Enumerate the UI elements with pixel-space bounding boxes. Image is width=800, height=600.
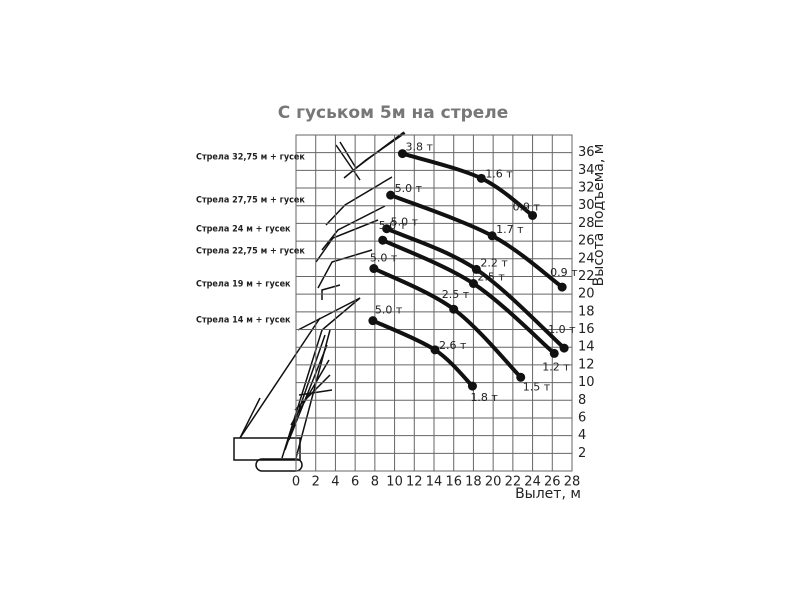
- series-name: Стрела 27,75 м + гусек: [196, 196, 305, 206]
- y-tick-label: 8: [578, 393, 586, 408]
- y-axis-label: Высота подъема, м: [591, 144, 607, 287]
- x-tick-label: 22: [505, 475, 522, 490]
- load-label: 1.0 т: [548, 323, 576, 336]
- x-axis-label: Вылет, м: [515, 486, 581, 502]
- point: [557, 282, 567, 292]
- x-tick-label: 10: [386, 475, 403, 490]
- point: [487, 231, 497, 241]
- series-name: Стрела 22,75 м + гусек: [196, 247, 305, 257]
- point: [386, 190, 396, 200]
- x-tick-label: 16: [445, 475, 462, 490]
- y-tick-label: 12: [578, 357, 595, 372]
- x-tick-label: 26: [544, 475, 561, 490]
- load-label: 2.5 т: [442, 288, 470, 301]
- x-tick-label: 28: [564, 475, 581, 490]
- y-tick-label: 36: [578, 145, 595, 160]
- y-tick-label: 10: [578, 375, 595, 390]
- y-tick-label: 32: [578, 181, 595, 196]
- y-tick-label: 26: [578, 234, 595, 249]
- point: [528, 210, 538, 220]
- point: [378, 235, 388, 245]
- load-label: 5.0 т: [370, 252, 398, 265]
- point: [369, 264, 379, 274]
- load-label: 5.0 т: [391, 216, 419, 229]
- point: [516, 372, 526, 382]
- point: [397, 149, 407, 159]
- y-tick-label: 2: [578, 446, 586, 461]
- point: [468, 279, 478, 289]
- series-name: Стрела 19 м + гусек: [196, 280, 291, 290]
- x-tick-label: 8: [371, 475, 379, 490]
- series-name: Стрела 32,75 м + гусек: [196, 153, 305, 163]
- x-tick-label: 24: [524, 475, 541, 490]
- load-label: 1.7 т: [496, 223, 524, 236]
- y-tick-label: 18: [578, 304, 595, 319]
- load-label: 2.2 т: [480, 256, 508, 269]
- point: [430, 345, 440, 355]
- point: [467, 381, 477, 391]
- y-tick-label: 14: [578, 340, 595, 355]
- x-tick-label: 18: [465, 475, 482, 490]
- x-tick-label: 2: [312, 475, 320, 490]
- x-tick-label: 0: [292, 475, 300, 490]
- point: [559, 343, 569, 353]
- load-label: 0.9 т: [550, 266, 578, 279]
- y-tick-label: 4: [578, 428, 586, 443]
- y-tick-label: 16: [578, 322, 595, 337]
- series-name: Стрела 14 м + гусек: [196, 316, 291, 326]
- load-label: 1.8 т: [470, 391, 498, 404]
- series-name: Стрела 24 м + гусек: [196, 225, 291, 235]
- load-label: 5.0 т: [395, 182, 423, 195]
- curve: [372, 318, 474, 388]
- load-label: 2.5 т: [477, 271, 505, 284]
- point: [368, 316, 378, 326]
- y-tick-label: 22: [578, 269, 595, 284]
- load-label: 3.8 т: [405, 141, 433, 154]
- x-tick-label: 4: [331, 475, 339, 490]
- x-tick-label: 12: [406, 475, 423, 490]
- x-tick-label: 20: [485, 475, 502, 490]
- y-tick-label: 20: [578, 287, 595, 302]
- y-tick-label: 24: [578, 251, 595, 266]
- x-tick-label: 6: [351, 475, 359, 490]
- crane-illustration: [233, 131, 406, 472]
- load-label: 0.9 т: [513, 200, 541, 213]
- load-label: 1.6 т: [485, 167, 513, 180]
- load-label: 1.2 т: [542, 360, 570, 373]
- load-label: 2.6 т: [439, 339, 467, 352]
- load-label: 1.5 т: [523, 380, 551, 393]
- load-label: 5.0 т: [375, 304, 403, 317]
- load-label: 5.0 т: [379, 219, 407, 232]
- y-tick-label: 28: [578, 216, 595, 231]
- point: [471, 264, 481, 274]
- point: [549, 348, 559, 358]
- chart-title: С гуськом 5м на стреле: [278, 103, 509, 123]
- y-tick-label: 34: [578, 163, 595, 178]
- point: [449, 304, 459, 314]
- point: [476, 173, 486, 183]
- y-tick-label: 30: [578, 198, 595, 213]
- y-tick-label: 6: [578, 410, 586, 425]
- x-tick-label: 14: [426, 475, 443, 490]
- point: [382, 224, 392, 234]
